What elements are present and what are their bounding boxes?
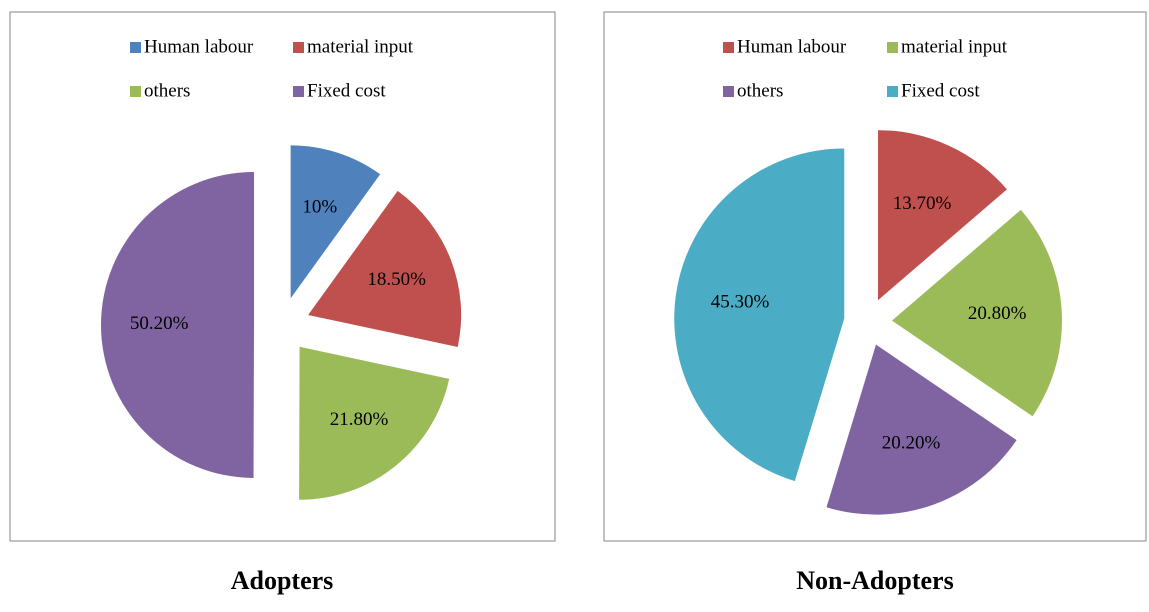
legend-swatch — [293, 86, 304, 97]
legend-label: Human labour — [144, 36, 254, 57]
pie-slice — [308, 190, 462, 347]
legend-label: others — [144, 80, 190, 101]
data-label: 20.80% — [968, 303, 1027, 324]
pie-slice — [826, 344, 1017, 515]
legend-swatch — [887, 42, 898, 53]
data-label: 18.50% — [367, 269, 426, 290]
chart-title: Adopters — [231, 566, 334, 595]
legend-swatch — [723, 42, 734, 53]
legend-label: others — [737, 80, 783, 101]
data-label: 45.30% — [711, 291, 770, 312]
legend-swatch — [130, 42, 141, 53]
legend-label: Fixed cost — [901, 80, 980, 101]
legend-label: material input — [901, 36, 1008, 57]
legend-label: Fixed cost — [307, 80, 386, 101]
legend-swatch — [887, 86, 898, 97]
chart-title: Non-Adopters — [796, 566, 953, 595]
pie-slice — [674, 148, 845, 482]
legend-swatch — [293, 42, 304, 53]
pie-slice — [299, 346, 450, 500]
legend-swatch — [723, 86, 734, 97]
data-label: 13.70% — [893, 193, 952, 214]
pie-slice — [878, 130, 1007, 301]
data-label: 10% — [302, 196, 337, 217]
pie-slice — [101, 171, 255, 478]
data-label: 21.80% — [330, 409, 389, 430]
pie-slice — [891, 209, 1062, 417]
legend-label: material input — [307, 36, 414, 57]
data-label: 20.20% — [882, 432, 941, 453]
pie-slice — [290, 145, 381, 299]
legend-swatch — [130, 86, 141, 97]
data-label: 50.20% — [130, 313, 189, 334]
legend-label: Human labour — [737, 36, 847, 57]
chart-border — [9, 11, 556, 542]
